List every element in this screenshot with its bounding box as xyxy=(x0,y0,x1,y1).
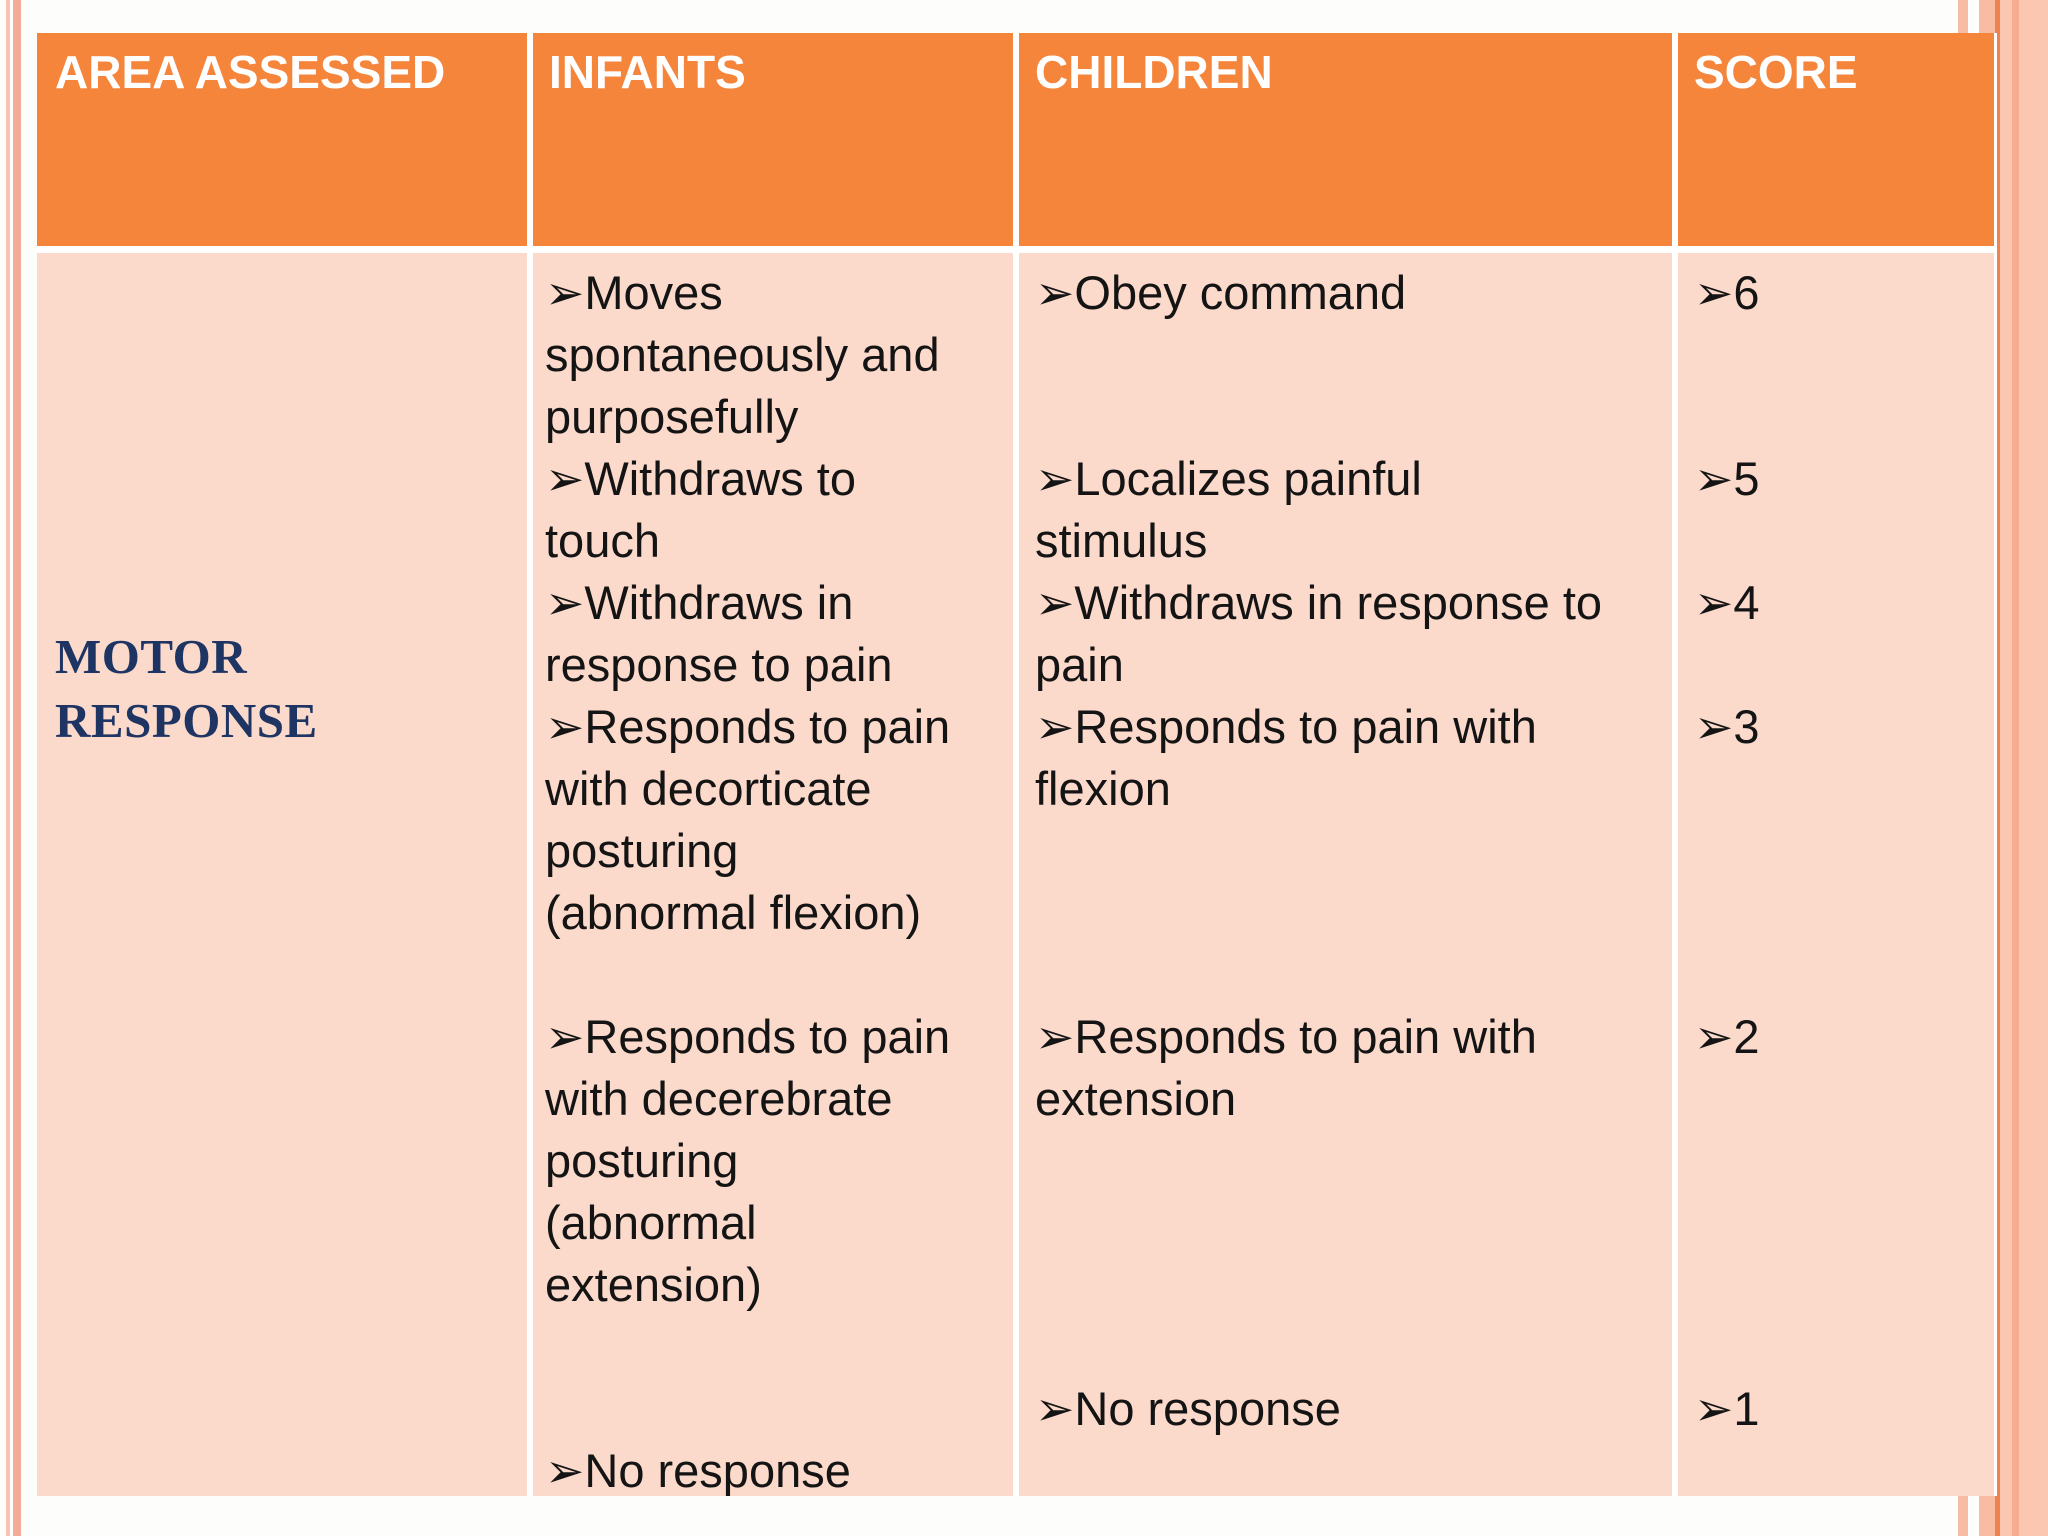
cell-line xyxy=(1694,1254,1994,1316)
cell-line: response to pain xyxy=(545,638,893,691)
cell-line: ➢1 xyxy=(1694,1382,1760,1435)
cell-line: ➢5 xyxy=(1694,452,1760,505)
cell-line: ➢Responds to pain with xyxy=(1035,700,1537,753)
left-border-stripe-thin xyxy=(6,0,10,1536)
cell-line: with decerebrate xyxy=(545,1072,893,1125)
cell-line: ➢Obey command xyxy=(1035,266,1407,319)
right-border-band-inner-stripe xyxy=(2012,0,2019,1536)
cell-line: with decorticate xyxy=(545,762,872,815)
cell-line: ➢Responds to pain xyxy=(545,700,951,753)
cell-line xyxy=(1694,882,1994,944)
cell-line xyxy=(1035,882,1672,944)
cell-line: pain xyxy=(1035,638,1124,691)
header-cell-score: SCORE xyxy=(1678,33,1994,246)
cell-line: touch xyxy=(545,514,660,567)
cell-line: flexion xyxy=(1035,762,1171,815)
left-border-stripe-wide xyxy=(13,0,21,1536)
cell-line xyxy=(545,1316,1013,1378)
cell-line: ➢Withdraws to xyxy=(545,452,857,505)
cell-line: posturing xyxy=(545,824,739,877)
cell-line xyxy=(1694,944,1994,1006)
cell-line: ➢Withdraws in xyxy=(545,576,854,629)
cell-line xyxy=(1694,1192,1994,1254)
cell-line: purposefully xyxy=(545,390,799,443)
cell-line xyxy=(1694,510,1994,572)
cell-line xyxy=(1035,1440,1672,1496)
cell-line xyxy=(545,1378,1013,1440)
cell-line: ➢No response xyxy=(545,1444,851,1496)
cell-line xyxy=(1694,386,1994,448)
cell-line: spontaneously and xyxy=(545,328,940,381)
cell-line xyxy=(1694,1316,1994,1378)
cell-line: ➢Responds to pain xyxy=(545,1010,951,1063)
header-cell-area-assessed: AREA ASSESSED xyxy=(37,33,527,246)
body-cell-score: ➢6 ➢5 ➢4 ➢3 ➢2 ➢1 xyxy=(1678,253,1994,1496)
cell-line xyxy=(1035,324,1672,386)
cell-line xyxy=(1694,758,1994,820)
cell-line xyxy=(1694,324,1994,386)
cell-line xyxy=(545,944,1013,1006)
cell-line: extension xyxy=(1035,1072,1237,1125)
cell-line xyxy=(1694,634,1994,696)
cell-line xyxy=(1035,1254,1672,1316)
cell-line: ➢Localizes painful xyxy=(1035,452,1422,505)
cell-line xyxy=(1035,1130,1672,1192)
cell-line xyxy=(1035,1192,1672,1254)
right-border-accent-line xyxy=(1995,0,2000,1536)
cell-line: ➢Responds to pain with xyxy=(1035,1010,1537,1063)
body-cell-children: ➢Obey command ➢Localizes painful stimulus ➢… xyxy=(1019,253,1672,1496)
cell-line: stimulus xyxy=(1035,514,1208,567)
body-cell-area-assessed: MOTOR RESPONSE xyxy=(37,253,527,1496)
cell-line: ➢No response xyxy=(1035,1382,1341,1435)
cell-line: posturing xyxy=(545,1134,739,1187)
cell-line: ➢2 xyxy=(1694,1010,1760,1063)
header-cell-infants: INFANTS xyxy=(533,33,1013,246)
cell-line xyxy=(1694,820,1994,882)
header-cell-children: CHILDREN xyxy=(1019,33,1672,246)
gcs-motor-response-table: AREA ASSESSED INFANTS CHILDREN SCORE MOT… xyxy=(37,33,1997,1496)
cell-line: (abnormal xyxy=(545,1196,757,1249)
cell-line xyxy=(1694,1440,1994,1496)
body-cell-infants: ➢Moves spontaneously and purposefully ➢With… xyxy=(533,253,1013,1496)
cell-line: (abnormal flexion) xyxy=(545,886,922,939)
cell-line xyxy=(1694,1068,1994,1130)
cell-line xyxy=(1035,1316,1672,1378)
cell-line xyxy=(1035,820,1672,882)
cell-line: extension) xyxy=(545,1258,762,1311)
cell-line: ➢3 xyxy=(1694,700,1760,753)
cell-line: ➢Withdraws in response to xyxy=(1035,576,1603,629)
cell-line xyxy=(1035,944,1672,1006)
cell-line: ➢4 xyxy=(1694,576,1760,629)
right-border-band xyxy=(2000,0,2048,1536)
cell-line xyxy=(1035,386,1672,448)
cell-line: ➢Moves xyxy=(545,266,723,319)
area-assessed-label: MOTOR RESPONSE xyxy=(55,629,318,748)
cell-line xyxy=(1694,1130,1994,1192)
cell-line: ➢6 xyxy=(1694,266,1760,319)
